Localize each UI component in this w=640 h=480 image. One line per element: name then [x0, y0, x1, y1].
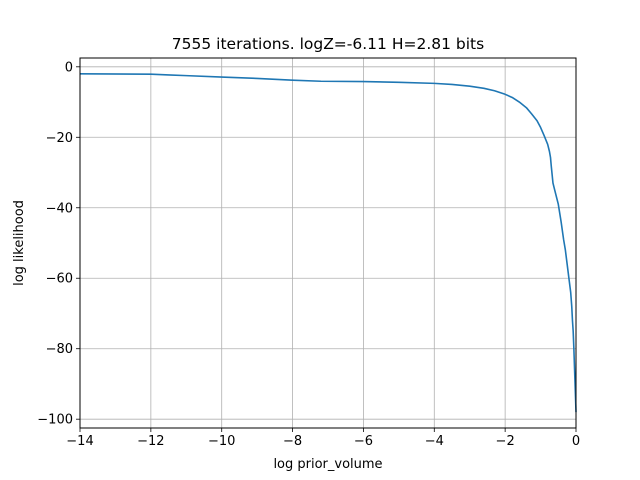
y-axis-label: log likelihood — [12, 200, 27, 286]
y-tick-label: −100 — [37, 413, 73, 428]
x-tick-label: −2 — [496, 434, 515, 449]
plot-frame — [79, 57, 577, 429]
grid — [79, 58, 577, 428]
y-axis: 0 −20 −40 −60 −80 −100 — [37, 60, 80, 428]
x-tick-label: −14 — [66, 434, 93, 449]
chart-title: 7555 iterations. logZ=-6.11 H=2.81 bits — [172, 35, 484, 53]
x-axis-label: log prior_volume — [273, 457, 382, 472]
x-tick-label: 0 — [572, 434, 580, 449]
x-tick-label: −4 — [425, 434, 444, 449]
y-tick-label: −20 — [46, 131, 73, 146]
y-tick-label: 0 — [65, 60, 73, 75]
x-axis: −14 −12 −10 −8 −6 −4 −2 0 — [66, 428, 580, 449]
y-tick-label: −80 — [46, 342, 73, 357]
x-tick-label: −8 — [283, 434, 302, 449]
y-tick-label: −40 — [46, 201, 73, 216]
x-tick-label: −10 — [208, 434, 235, 449]
series-line — [79, 73, 577, 413]
y-tick-label: −60 — [46, 272, 73, 287]
series — [79, 73, 577, 413]
x-tick-label: −6 — [354, 434, 373, 449]
x-tick-label: −12 — [137, 434, 164, 449]
